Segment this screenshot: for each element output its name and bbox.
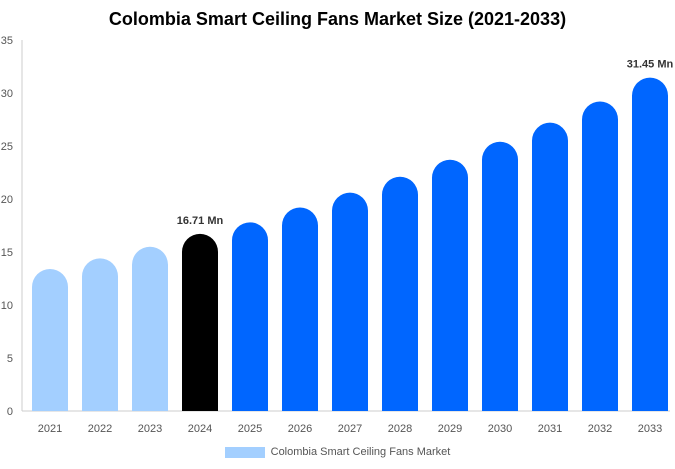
bar-2021 <box>32 268 68 411</box>
bar-2025 <box>232 222 268 411</box>
legend-swatch <box>224 446 265 458</box>
x-tick-label: 2027 <box>338 423 362 435</box>
x-tick-label: 2023 <box>138 423 162 435</box>
y-tick-label: 5 <box>7 353 13 365</box>
x-tick-label: 2032 <box>588 423 612 435</box>
y-tick-label: 10 <box>1 300 13 312</box>
x-tick-label: 2024 <box>188 423 212 435</box>
x-tick-label: 2033 <box>638 423 662 435</box>
bar-2024 <box>182 233 218 411</box>
bar-2031 <box>532 122 568 411</box>
bar-2033 <box>632 77 668 411</box>
legend-label: Colombia Smart Ceiling Fans Market <box>270 446 451 458</box>
data-label: 31.45 Mn <box>627 59 674 71</box>
y-tick-label: 20 <box>1 194 13 206</box>
x-tick-label: 2029 <box>438 423 462 435</box>
x-tick-label: 2030 <box>488 423 512 435</box>
x-tick-label: 2031 <box>538 423 562 435</box>
legend[interactable]: Colombia Smart Ceiling Fans Market <box>0 446 675 458</box>
x-tick-label: 2022 <box>88 423 112 435</box>
bar-2027 <box>332 192 368 411</box>
y-tick-label: 0 <box>7 406 13 418</box>
bar-2028 <box>382 176 418 411</box>
bar-2026 <box>282 207 318 411</box>
y-tick-label: 25 <box>1 141 13 153</box>
x-tick-label: 2028 <box>388 423 412 435</box>
bar-2032 <box>582 101 618 411</box>
chart-title: Colombia Smart Ceiling Fans Market Size … <box>108 9 567 29</box>
y-tick-label: 30 <box>1 88 13 100</box>
y-tick-label: 15 <box>1 247 13 259</box>
bar-2030 <box>482 141 518 411</box>
data-label: 16.71 Mn <box>177 215 224 227</box>
bar-2022 <box>82 258 118 411</box>
bar-2023 <box>132 246 168 411</box>
x-tick-label: 2025 <box>238 423 262 435</box>
x-tick-label: 2021 <box>38 423 62 435</box>
x-tick-label: 2026 <box>288 423 312 435</box>
y-tick-label: 35 <box>1 35 13 47</box>
bar-2029 <box>432 159 468 411</box>
